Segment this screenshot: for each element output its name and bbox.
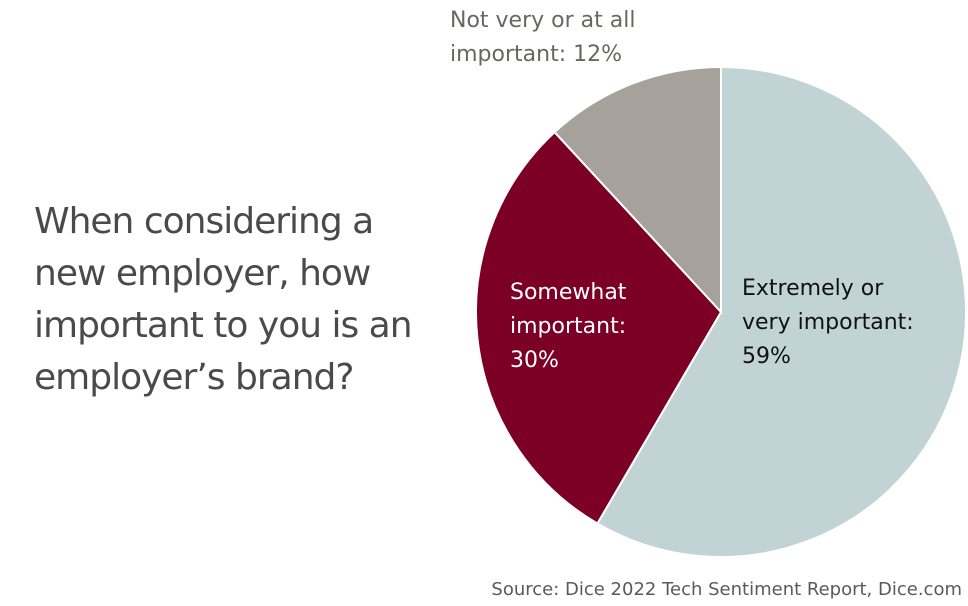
slice-label: Extremely or very important: 59% — [742, 276, 914, 369]
slice-label-line: 30% — [510, 348, 559, 373]
source-note: Source: Dice 2022 Tech Sentiment Report,… — [491, 579, 962, 600]
question-line: employer’s brand? — [34, 357, 354, 398]
pie-slice — [553, 65, 722, 315]
slice-label-line: Extremely or — [742, 276, 884, 301]
slice-label-line: 59% — [742, 344, 791, 369]
pie-slice — [596, 65, 967, 558]
slice-label-line: Not very or at all — [450, 8, 635, 33]
slice-label-line: very important: — [742, 310, 914, 335]
slice-label: Somewhat important: 30% — [510, 280, 627, 373]
slice-label-line: important: — [510, 314, 626, 339]
question-text: When considering a new employer, how imp… — [34, 196, 464, 404]
slice-label-line: important: 12% — [450, 42, 622, 67]
slice-label: Not very or at all important: 12% — [450, 8, 635, 67]
pie-slice — [475, 130, 723, 525]
question-line: When considering a — [34, 201, 374, 242]
question-line: important to you is an — [34, 305, 413, 346]
question-line: new employer, how — [34, 253, 371, 294]
slice-label-line: Somewhat — [510, 280, 627, 305]
